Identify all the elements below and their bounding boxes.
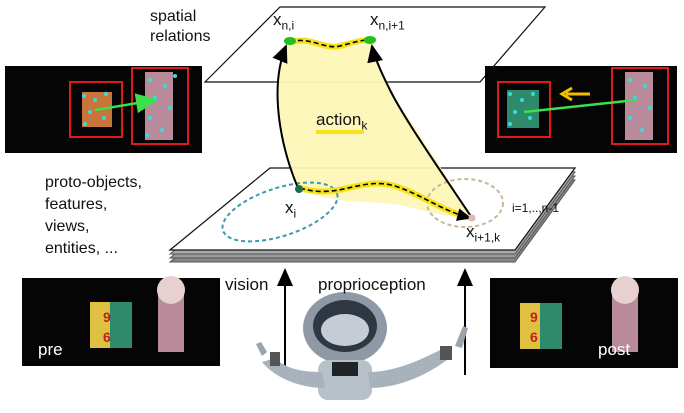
representation-item: views, <box>45 218 90 235</box>
action-label: actionk <box>316 110 367 132</box>
node-top-a-subscript: n,i <box>281 18 295 33</box>
node-top-b-letter: x <box>370 10 379 29</box>
node-top-a-label: xn,i <box>273 10 294 32</box>
bottom-plane-stack <box>168 167 577 263</box>
robot-illustration <box>256 292 468 400</box>
node-bottom-end-subscript: i+1,k <box>474 230 501 245</box>
top-plane-title-line1: spatial <box>150 8 197 25</box>
tracking-photo-left <box>5 66 202 153</box>
svg-text:9: 9 <box>530 309 538 325</box>
bottom-path <box>299 182 472 221</box>
vision-label: vision <box>225 275 269 294</box>
svg-text:6: 6 <box>530 329 538 345</box>
action-surface <box>278 41 472 218</box>
node-top-a <box>284 37 296 45</box>
svg-text:6: 6 <box>103 329 111 345</box>
representation-item: features, <box>45 196 108 213</box>
action-label-underline <box>316 130 364 134</box>
index-range-label: i=1,..,n-1 <box>512 201 560 215</box>
proto-object-cluster-ellipse <box>221 181 339 243</box>
pre-label: pre <box>38 340 63 359</box>
action-edge-right <box>367 44 473 219</box>
representation-item: proto-objects, <box>45 174 142 191</box>
node-bottom-end-letter: x <box>466 222 475 241</box>
node-top-b-subscript: n,i+1 <box>378 18 405 33</box>
pre-photo: 9 6 <box>22 276 220 366</box>
top-plane-title-line2: relations <box>150 28 211 45</box>
tracking-photo-right <box>485 66 677 153</box>
post-photo: 9 6 <box>490 276 678 368</box>
node-bottom-start-label: xi <box>285 198 296 220</box>
node-top-b-label: xn,i+1 <box>370 10 405 32</box>
representation-item: entities, ... <box>45 240 118 257</box>
node-bottom-start-subscript: i <box>293 206 297 221</box>
node-bottom-end <box>468 214 476 222</box>
representation-list: proto-objects, features, views, entities… <box>45 172 142 260</box>
post-label: post <box>598 340 631 359</box>
node-top-a-letter: x <box>273 10 282 29</box>
node-bottom-start <box>295 185 303 193</box>
top-path <box>289 39 371 48</box>
node-top-b <box>364 36 376 44</box>
svg-text:9: 9 <box>103 309 111 325</box>
action-label-text: action <box>316 110 362 129</box>
action-edge-left <box>272 44 299 189</box>
node-bottom-start-letter: x <box>285 198 294 217</box>
node-bottom-end-label: xi+1,k <box>466 222 500 244</box>
action-label-subscript: k <box>361 118 368 133</box>
proprioception-label: proprioception <box>318 275 426 294</box>
